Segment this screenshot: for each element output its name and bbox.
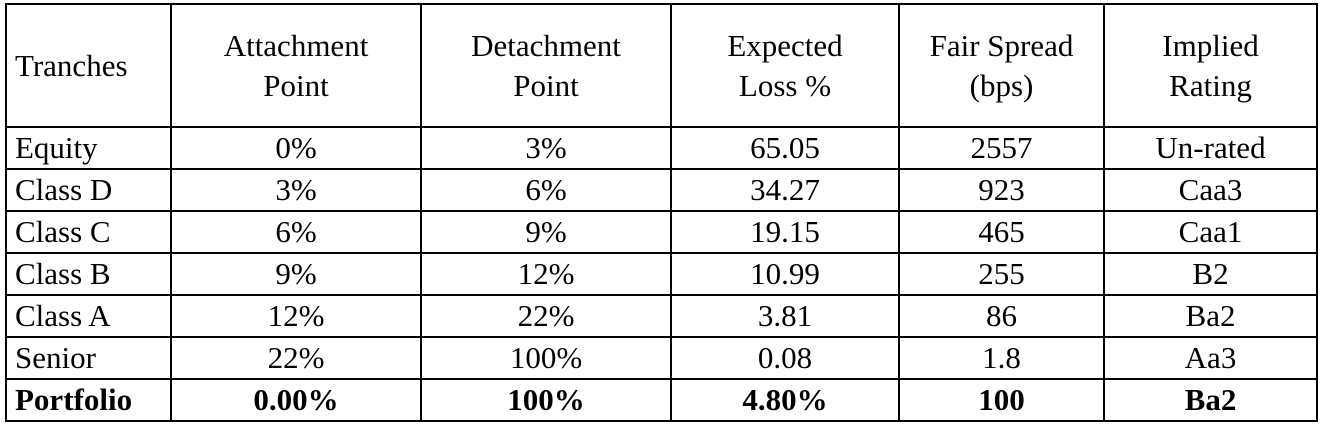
cell-attachment: 3%: [170, 168, 422, 212]
table-row: Class A 12% 22% 3.81 86 Ba2: [5, 294, 1318, 338]
header-detachment-point: Detachment Point: [420, 3, 672, 128]
table-header: Tranches Attachment Point Detachment Point…: [5, 3, 1318, 128]
cell-implied-rating: Ba2: [1103, 378, 1318, 422]
cell-detachment: 12%: [420, 252, 672, 296]
cell-implied-rating: Aa3: [1103, 336, 1318, 380]
cell-detachment: 6%: [420, 168, 672, 212]
tranche-table: Tranches Attachment Point Detachment Point…: [5, 3, 1318, 422]
header-tranches: Tranches: [5, 3, 172, 128]
table-row: Class D 3% 6% 34.27 923 Caa3: [5, 168, 1318, 212]
cell-attachment: 0.00%: [170, 378, 422, 422]
cell-tranche: Equity: [5, 126, 172, 170]
header-attachment-point: Attachment Point: [170, 3, 422, 128]
header-implied-rating: Implied Rating: [1103, 3, 1318, 128]
table-row: Class B 9% 12% 10.99 255 B2: [5, 252, 1318, 296]
cell-tranche: Senior: [5, 336, 172, 380]
cell-fair-spread: 2557: [898, 126, 1105, 170]
cell-expected-loss: 65.05: [670, 126, 900, 170]
portfolio-total-row: Portfolio 0.00% 100% 4.80% 100 Ba2: [5, 378, 1318, 422]
table-row: Equity 0% 3% 65.05 2557 Un-rated: [5, 126, 1318, 170]
cell-detachment: 3%: [420, 126, 672, 170]
header-fair-spread: Fair Spread (bps): [898, 3, 1105, 128]
cell-tranche: Class A: [5, 294, 172, 338]
cell-tranche: Class D: [5, 168, 172, 212]
cell-expected-loss: 4.80%: [670, 378, 900, 422]
cell-fair-spread: 100: [898, 378, 1105, 422]
header-expected-loss: Expected Loss %: [670, 3, 900, 128]
cell-tranche: Class B: [5, 252, 172, 296]
cell-fair-spread: 1.8: [898, 336, 1105, 380]
cell-attachment: 12%: [170, 294, 422, 338]
cell-fair-spread: 86: [898, 294, 1105, 338]
cell-expected-loss: 3.81: [670, 294, 900, 338]
cell-implied-rating: Un-rated: [1103, 126, 1318, 170]
cell-detachment: 9%: [420, 210, 672, 254]
cell-attachment: 22%: [170, 336, 422, 380]
cell-expected-loss: 19.15: [670, 210, 900, 254]
cell-implied-rating: B2: [1103, 252, 1318, 296]
cell-tranche: Class C: [5, 210, 172, 254]
cell-detachment: 22%: [420, 294, 672, 338]
cell-detachment: 100%: [420, 336, 672, 380]
cell-attachment: 0%: [170, 126, 422, 170]
table-body: Equity 0% 3% 65.05 2557 Un-rated Class D…: [5, 126, 1318, 422]
cell-attachment: 6%: [170, 210, 422, 254]
cell-expected-loss: 0.08: [670, 336, 900, 380]
header-row: Tranches Attachment Point Detachment Point…: [5, 3, 1318, 128]
cell-implied-rating: Caa1: [1103, 210, 1318, 254]
cell-fair-spread: 923: [898, 168, 1105, 212]
cell-tranche: Portfolio: [5, 378, 172, 422]
table-row: Class C 6% 9% 19.15 465 Caa1: [5, 210, 1318, 254]
cell-expected-loss: 10.99: [670, 252, 900, 296]
cell-detachment: 100%: [420, 378, 672, 422]
cell-attachment: 9%: [170, 252, 422, 296]
cell-fair-spread: 255: [898, 252, 1105, 296]
table-row: Senior 22% 100% 0.08 1.8 Aa3: [5, 336, 1318, 380]
cell-fair-spread: 465: [898, 210, 1105, 254]
cell-expected-loss: 34.27: [670, 168, 900, 212]
cell-implied-rating: Ba2: [1103, 294, 1318, 338]
cell-implied-rating: Caa3: [1103, 168, 1318, 212]
